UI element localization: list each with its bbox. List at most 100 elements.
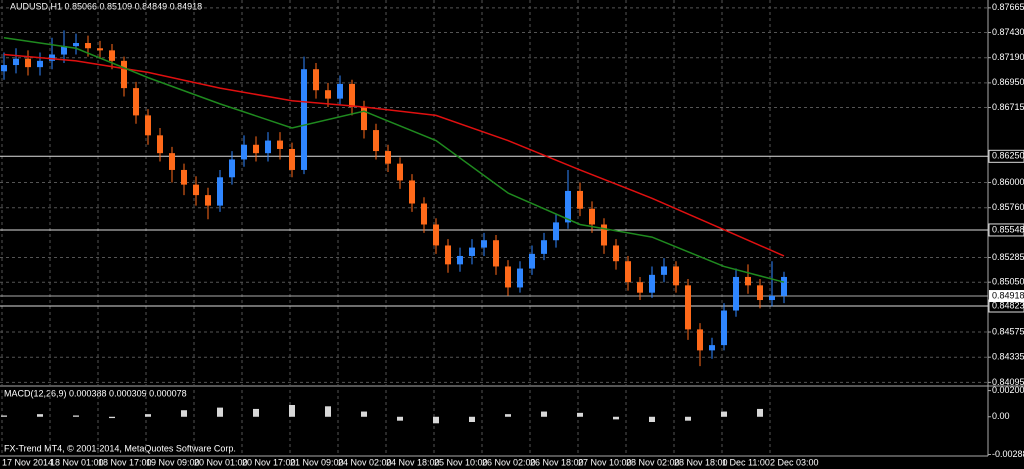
candle-body (721, 310, 727, 346)
candle-body (565, 190, 571, 223)
candle-body (385, 151, 391, 164)
candle-body (253, 144, 259, 154)
candle-body (229, 159, 235, 178)
candle-body (361, 107, 367, 131)
candle-body (589, 208, 595, 225)
macd-bar (217, 407, 223, 417)
candle-body (577, 190, 583, 209)
candle-body (265, 140, 271, 154)
candle-body (685, 285, 691, 330)
x-tick-label: 1 Dec 11:00 (722, 457, 770, 467)
candle-body (541, 240, 547, 254)
candle-body (61, 46, 67, 55)
candle-body (649, 274, 655, 293)
candle-body (145, 115, 151, 136)
y-tick-label: 0.87430 (992, 27, 1024, 37)
candle-body (169, 153, 175, 170)
macd-bar (505, 414, 511, 417)
candle-body (157, 135, 163, 154)
candle-body (37, 60, 43, 68)
candle-body (313, 69, 319, 91)
level-label: 0.85548 (992, 224, 1024, 234)
footer: FX-Trend MT4, © 2001-2014, MetaQuotes So… (4, 443, 236, 453)
candle-body (97, 48, 103, 51)
y-tick-label: 0.85050 (992, 277, 1024, 287)
candle-body (217, 177, 223, 206)
candle-body (529, 253, 535, 269)
candle-body (13, 58, 19, 66)
macd-bar (541, 411, 547, 417)
x-tick-label: 2 Dec 03:00 (770, 457, 819, 467)
y-tick-label: 0.86715 (992, 102, 1024, 112)
x-tick-label: 20 Nov 17:00 (242, 457, 296, 467)
candle-body (205, 195, 211, 206)
macd-bar (757, 408, 763, 417)
moving-average (3, 53, 785, 257)
candle-body (289, 148, 295, 170)
candle-body (1, 65, 7, 72)
candle-body (85, 43, 91, 49)
x-tick-label: 26 Nov 18:00 (530, 457, 584, 467)
y-tick-label: 0.84575 (992, 326, 1024, 336)
chart-title: AUDUSD,H1 0.85066 0.85109 0.84849 0.8491… (10, 1, 202, 11)
candle-body (121, 60, 127, 89)
candle-body (337, 83, 343, 99)
candle-body (181, 169, 187, 185)
y2-tick-label: -0.002885 (992, 449, 1024, 459)
macd-bar (325, 406, 331, 417)
macd-bar (1, 415, 7, 417)
candle-body (769, 295, 775, 301)
candle-body (673, 266, 679, 286)
y-tick-label: 0.87190 (992, 52, 1024, 62)
x-tick-label: 24 Nov 18:00 (386, 457, 440, 467)
level-label-box (988, 149, 1024, 163)
y-tick-label: 0.85285 (992, 252, 1024, 262)
macd-bar (37, 414, 43, 417)
y-tick-label: 0.84335 (992, 352, 1024, 362)
candle-body (493, 240, 499, 267)
candle-body (661, 266, 667, 275)
candle-body (553, 222, 559, 241)
candle-body (73, 43, 79, 47)
candle-body (421, 203, 427, 225)
indicator-title: MACD(12,26,9) 0.000388 0.000309 0.000078 (4, 388, 187, 398)
level-label: 0.86250 (992, 151, 1024, 161)
candle-body (325, 90, 331, 99)
candle-body (373, 130, 379, 152)
y-tick-label: 0.84095 (992, 377, 1024, 387)
candle-body (781, 276, 787, 296)
macd-bar (721, 411, 727, 417)
candle-body (349, 83, 355, 108)
x-tick-label: 18 Nov 17:00 (98, 457, 152, 467)
candle-body (469, 247, 475, 256)
x-tick-label: 18 Nov 01:00 (50, 457, 104, 467)
x-tick-label: 17 Nov 2014 (2, 457, 53, 467)
candle-body (709, 345, 715, 351)
x-tick-label: 21 Nov 09:00 (290, 457, 344, 467)
candle-body (697, 329, 703, 351)
candle-body (457, 255, 463, 265)
candle-body (193, 184, 199, 196)
candle-body (637, 282, 643, 293)
candle-body (49, 54, 55, 61)
macd-bar (145, 414, 151, 417)
x-tick-label: 25 Nov 10:00 (434, 457, 488, 467)
candle-body (277, 140, 283, 149)
candle-body (445, 245, 451, 265)
candle-body (481, 240, 487, 248)
candle-body (397, 163, 403, 181)
candle-body (625, 261, 631, 283)
x-tick-label: 28 Nov 02:00 (626, 457, 680, 467)
candle-body (505, 266, 511, 288)
macd-bar (577, 412, 583, 417)
macd-bar (649, 416, 655, 422)
macd-bar (397, 416, 403, 421)
y2-tick-label: 0.002001 (992, 385, 1024, 395)
x-tick-label: 26 Nov 02:00 (482, 457, 536, 467)
candle-body (133, 88, 139, 116)
macd-bar (361, 411, 367, 417)
macd-bar (289, 405, 295, 417)
macd-bar (181, 410, 187, 417)
